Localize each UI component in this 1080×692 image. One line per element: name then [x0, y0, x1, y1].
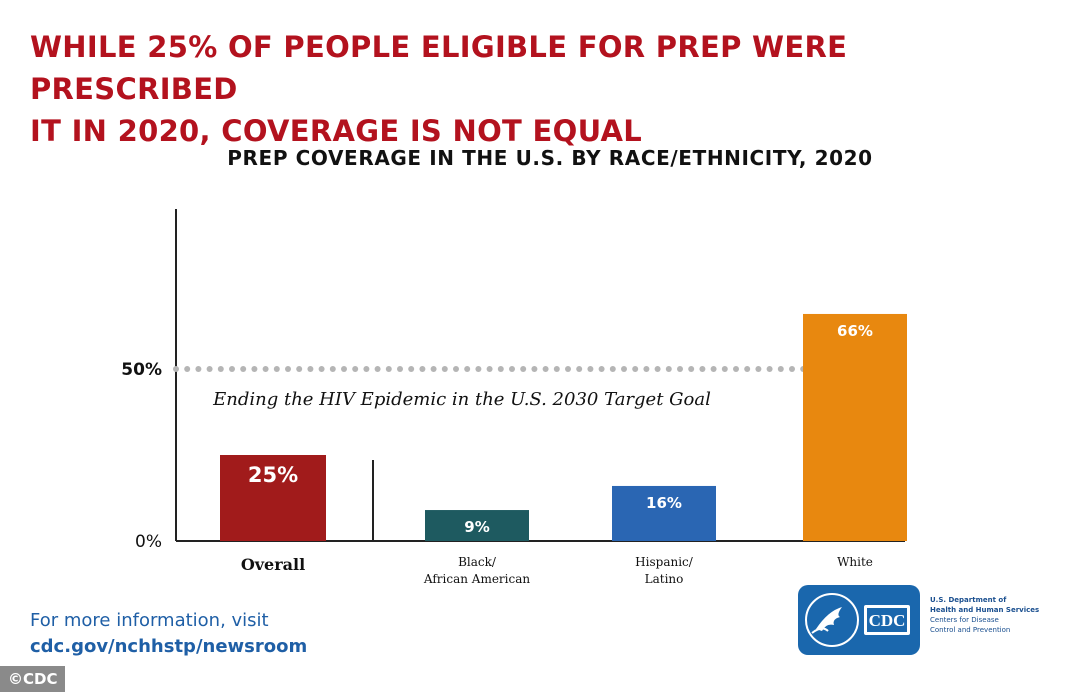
reference-line-dot — [229, 366, 235, 372]
reference-line-dot — [520, 366, 527, 372]
reference-line-dot — [497, 366, 504, 372]
reference-line-dot — [744, 366, 751, 372]
y-tick-label: 50% — [121, 360, 162, 380]
reference-line-dot — [654, 366, 661, 372]
reference-line-dot — [609, 366, 616, 372]
reference-line-dot — [262, 366, 269, 372]
reference-line-dot — [318, 366, 325, 372]
x-category-label: Hispanic/ — [635, 555, 694, 569]
reference-line-dot — [721, 366, 728, 372]
reference-line-dot — [374, 366, 381, 372]
reference-line-dot — [341, 366, 347, 372]
reference-line-dot — [755, 366, 762, 372]
reference-line-dot — [699, 366, 706, 372]
reference-line-dot — [710, 366, 717, 372]
reference-line-dot — [329, 366, 336, 372]
reference-line-dot — [777, 366, 784, 372]
image-credit: ©CDC — [0, 666, 66, 692]
reference-line-dot — [408, 366, 415, 372]
reference-line-dot — [385, 366, 392, 372]
reference-line-dot — [632, 366, 639, 372]
more-info: For more information, visit cdc.gov/nchh… — [30, 608, 307, 660]
reference-line-dot — [643, 366, 650, 372]
reference-line-dot — [531, 366, 538, 372]
reference-line-dot — [587, 366, 594, 372]
reference-line-dot — [453, 366, 459, 372]
bar — [425, 510, 529, 541]
hhs-line-2: Health and Human Services — [930, 606, 1040, 614]
bar-value-label: 9% — [464, 518, 489, 536]
reference-line-dot — [475, 366, 482, 372]
hhs-line-3: Centers for Disease — [930, 616, 999, 624]
bar — [612, 485, 716, 541]
x-category-label: Black/ — [458, 555, 497, 569]
reference-line-dot — [217, 366, 224, 372]
reference-line-annotation: Ending the HIV Epidemic in the U.S. 2030… — [212, 389, 711, 410]
bar-value-label: 16% — [646, 494, 682, 512]
headline-line-2: IT IN 2020, COVERAGE IS NOT EQUAL — [30, 114, 643, 148]
reference-line-dot — [307, 366, 314, 372]
reference-line-dot — [419, 366, 426, 372]
reference-line-dot — [598, 366, 605, 372]
reference-line-dot — [677, 366, 683, 372]
x-category-label: Overall — [241, 555, 305, 574]
x-category-label: White — [837, 555, 873, 569]
reference-line-dot — [251, 366, 258, 372]
more-info-link[interactable]: cdc.gov/nchhstp/newsroom — [30, 636, 308, 657]
reference-line-dot — [766, 366, 773, 372]
headline: WHILE 25% OF PEOPLE ELIGIBLE FOR PREP WE… — [30, 26, 1030, 152]
reference-line-dot — [184, 366, 191, 372]
hhs-text: U.S. Department of Health and Human Serv… — [930, 595, 1039, 635]
reference-line-dot — [665, 366, 672, 372]
reference-line-dot — [173, 366, 179, 372]
hhs-line-4: Control and Prevention — [930, 626, 1011, 634]
bar — [803, 313, 907, 541]
bar — [220, 455, 326, 541]
cdc-logo: CDC — [798, 585, 920, 655]
reference-line-dot — [688, 366, 695, 372]
reference-line-dot — [285, 366, 291, 372]
reference-line-dot — [565, 366, 571, 372]
reference-line-dot — [733, 366, 739, 372]
reference-line-dot — [397, 366, 403, 372]
reference-line-dot — [195, 366, 202, 372]
reference-line-dot — [486, 366, 493, 372]
reference-line-dot — [576, 366, 583, 372]
more-info-text: For more information, visit — [30, 610, 269, 631]
x-category-label: Latino — [645, 572, 684, 586]
hhs-line-1: U.S. Department of — [930, 596, 1007, 604]
reference-line-dot — [441, 366, 448, 372]
reference-line-dot — [789, 366, 795, 372]
reference-line-dot — [273, 366, 280, 372]
x-category-label: African American — [423, 572, 530, 586]
reference-line-dot — [352, 366, 359, 372]
reference-line-dot — [464, 366, 471, 372]
bar-value-label: 25% — [248, 463, 298, 487]
cdc-logo-text: CDC — [869, 611, 906, 630]
reference-line-dot — [240, 366, 247, 372]
y-tick-label: 0% — [135, 532, 162, 552]
reference-line-dot — [621, 366, 627, 372]
reference-line-dot — [363, 366, 370, 372]
bar-value-label: 66% — [837, 322, 873, 340]
reference-line-dot — [553, 366, 560, 372]
reference-line-dot — [542, 366, 549, 372]
headline-line-1: WHILE 25% OF PEOPLE ELIGIBLE FOR PREP WE… — [30, 30, 848, 106]
chart-title: PREP COVERAGE IN THE U.S. BY RACE/ETHNIC… — [227, 146, 873, 170]
hhs-eagle-icon: CDC — [805, 593, 910, 647]
reference-line-dot — [430, 366, 437, 372]
reference-line-dot — [509, 366, 515, 372]
reference-line-dot — [206, 366, 213, 372]
reference-line-dot — [296, 366, 303, 372]
